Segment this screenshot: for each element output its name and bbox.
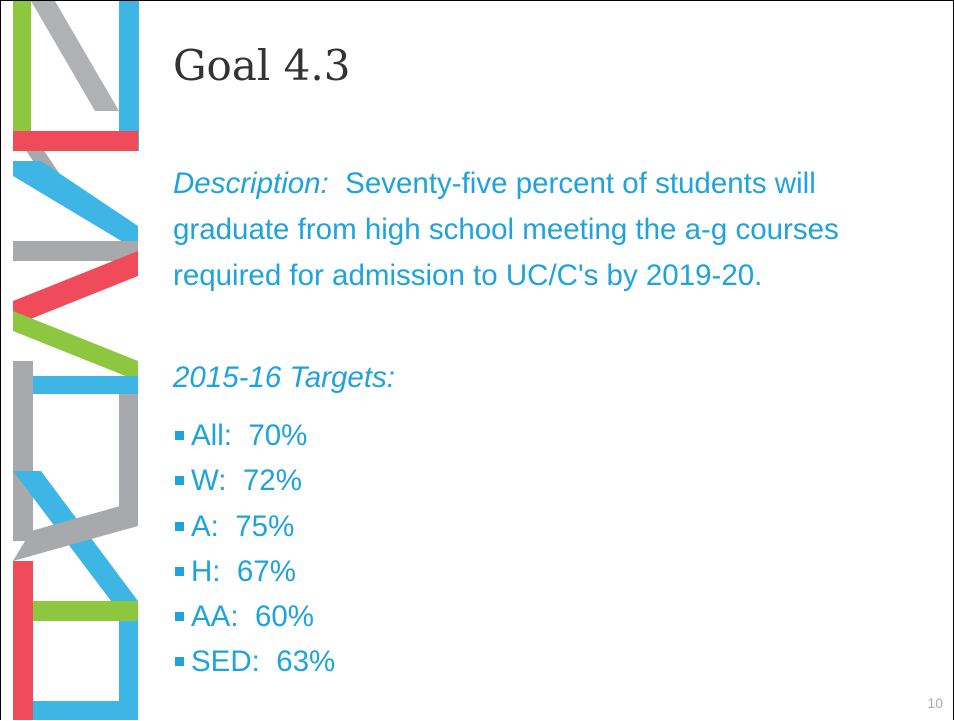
- target-item: All: 70%: [173, 413, 335, 458]
- slide-title: Goal 4.3: [173, 41, 351, 90]
- target-item: W: 72%: [173, 458, 335, 503]
- target-item: A: 75%: [173, 504, 335, 549]
- targets-heading: 2015-16 Targets:: [173, 361, 395, 394]
- description: Description: Seventy-five percent of stu…: [173, 161, 903, 299]
- target-list: All: 70% W: 72% A: 75% H: 67% AA: 60% SED: 63…: [173, 413, 335, 685]
- target-item: AA: 60%: [173, 594, 335, 639]
- target-item: H: 67%: [173, 549, 335, 594]
- description-text: Seventy-five percent of students will gr…: [173, 167, 839, 292]
- description-label: Description:: [173, 167, 329, 200]
- target-item: SED: 63%: [173, 639, 335, 684]
- logo-art: [13, 1, 139, 720]
- page-number: 10: [927, 695, 943, 711]
